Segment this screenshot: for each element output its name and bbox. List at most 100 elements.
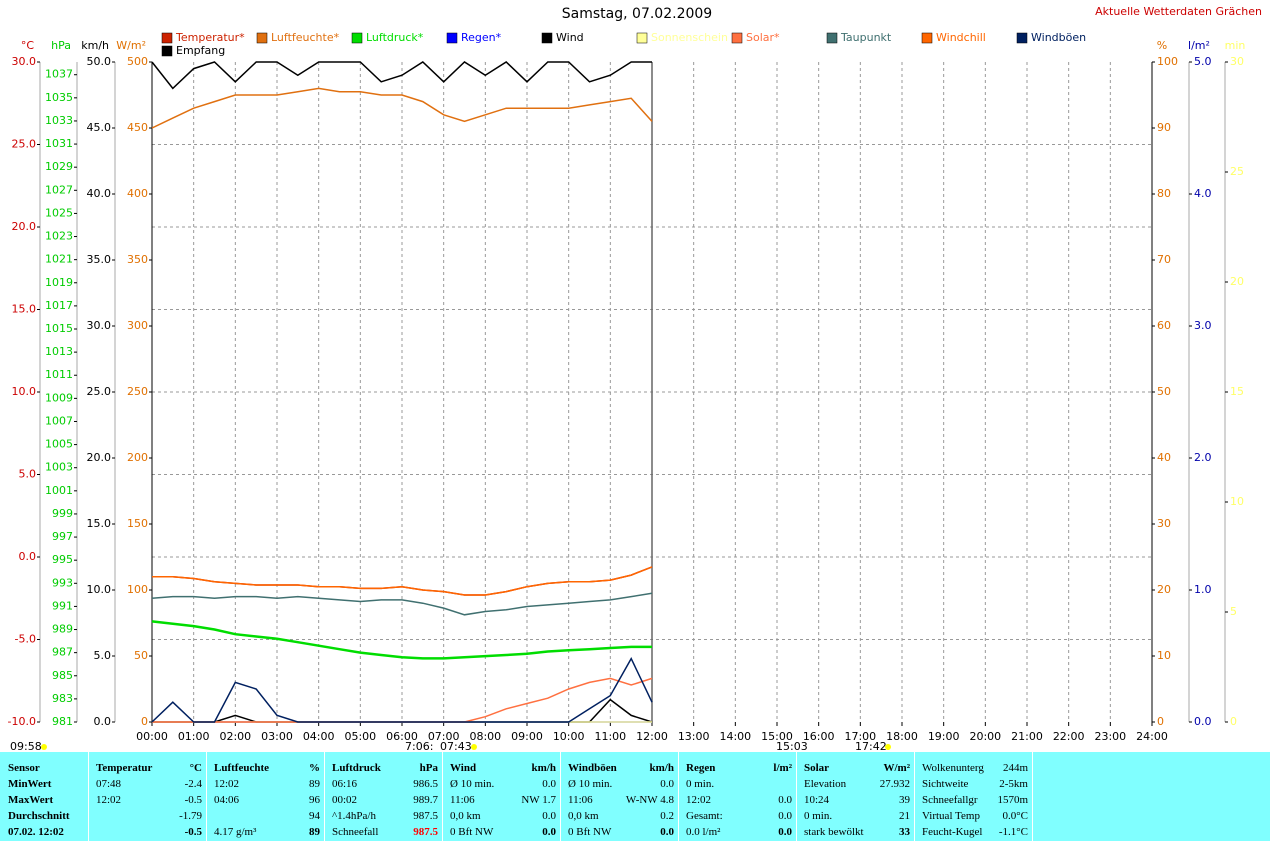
cell-value: 989.7 — [413, 794, 438, 806]
x-tick-label: 08:00 — [469, 730, 501, 743]
y-tick-label: 995 — [52, 553, 73, 566]
y-tick-label: 40 — [1157, 451, 1171, 464]
y-tick-label: 250 — [127, 385, 148, 398]
y-tick-label: 45.0 — [87, 121, 112, 134]
x-tick-label: 07:00 — [428, 730, 460, 743]
cell-label: 11:06 — [568, 794, 593, 806]
x-tick-label: 04:00 — [303, 730, 335, 743]
cell-label: Temperatur — [96, 762, 153, 774]
cell-label: Durchschnitt — [8, 810, 70, 822]
table-group: Luftfeuchte% 12:02 89 04:06 96 94 4.17 g/m³ 89 — [210, 752, 325, 841]
cell-label: 0 min. — [686, 778, 715, 790]
y-tick-label: 50 — [134, 649, 148, 662]
y-tick-label: 35.0 — [87, 253, 112, 266]
cell-label: Elevation — [804, 778, 847, 790]
y-tick-label: 200 — [127, 451, 148, 464]
series-line — [151, 656, 653, 723]
table-cell: 4.17 g/m³ 89 — [214, 824, 320, 840]
legend-label: Luftdruck* — [366, 31, 424, 44]
annotation: 15:03 — [776, 740, 808, 752]
y-tick-label: 450 — [127, 121, 148, 134]
cell-value: 0.2 — [660, 810, 674, 822]
y-tick-label: -5.0 — [15, 633, 36, 646]
y-tick-label: 993 — [52, 576, 73, 589]
cell-value: 0.0 — [778, 794, 792, 806]
y-tick-label: 10.0 — [12, 385, 37, 398]
cell-label: 06:16 — [332, 778, 358, 790]
y-tick-label: 20 — [1157, 583, 1171, 596]
y-tick-label: 1031 — [45, 137, 73, 150]
cell-label: 4.17 g/m³ — [214, 826, 257, 838]
y-tick-label: 10.0 — [87, 583, 112, 596]
cell-label: Sichtweite — [922, 778, 969, 790]
legend-label: Taupunkt — [840, 31, 892, 44]
y-tick-label: 983 — [52, 692, 73, 705]
y-tick-label: 20.0 — [87, 451, 112, 464]
cell-value: 0.0 — [542, 810, 556, 822]
chart-subtitle: Aktuelle Wetterdaten Grächen — [1095, 5, 1262, 18]
cell-label: MinWert — [8, 778, 52, 790]
table-cell: 0 Bft NW 0.0 — [568, 824, 674, 840]
legend-swatch — [636, 32, 648, 44]
cell-label: 07:48 — [96, 778, 122, 790]
y-tick-label: 25.0 — [12, 138, 37, 151]
y-tick-label: 50.0 — [87, 55, 112, 68]
y-tick-label: 300 — [127, 319, 148, 332]
y-tick-label: 5.0 — [19, 468, 37, 481]
y-tick-label: 50 — [1157, 385, 1171, 398]
legend-swatch — [161, 32, 173, 44]
series-line — [152, 566, 653, 596]
cell-value: 2-5km — [999, 778, 1028, 790]
y-tick-label: 0.0 — [94, 715, 112, 728]
y-tick-label: 1015 — [45, 322, 73, 335]
y-tick-label: 1009 — [45, 391, 73, 404]
series-line — [151, 61, 652, 90]
cell-value: 33 — [899, 826, 910, 838]
y-tick-label: 4.0 — [1194, 187, 1212, 200]
legend-swatch — [351, 32, 363, 44]
annotation: 09:58 — [10, 740, 42, 752]
x-tick-label: 20:00 — [969, 730, 1001, 743]
legend-label: Empfang — [176, 44, 225, 57]
legend-label: Windchill — [936, 31, 986, 44]
table-cell: Durchschnitt — [8, 808, 84, 824]
legend-swatch — [921, 32, 933, 44]
table-group: Solar W/m² Elevation 27.932 10:24 39 0 min. 21 s… — [800, 752, 915, 841]
table-cell: Windböen km/h — [568, 760, 674, 776]
table-cell: 0 min. 21 — [804, 808, 910, 824]
x-tick-label: 00:00 — [136, 730, 168, 743]
y-tick-label: 70 — [1157, 253, 1171, 266]
legend-label: Luftfeuchte* — [271, 31, 340, 44]
table-cell: Schneefallgr 1570m — [922, 792, 1028, 808]
table-cell: -0.5 — [96, 824, 202, 840]
cell-value: km/h — [649, 762, 674, 774]
table-cell: Regen l/m² — [686, 760, 792, 776]
x-tick-label: 15:00 — [761, 730, 793, 743]
y-tick-label: 15.0 — [87, 517, 112, 530]
axis-label: min — [1225, 39, 1246, 52]
summary-table: Sensor MinWert MaxWert Durchschnitt 07.02. 1… — [0, 752, 1270, 841]
cell-value: -2.4 — [184, 778, 202, 790]
table-cell: 11:06 W-NW 4.8 — [568, 792, 674, 808]
cell-label: Schneefallgr — [922, 794, 978, 806]
y-tick-label: 25.0 — [87, 385, 112, 398]
y-tick-label: 15 — [1230, 385, 1244, 398]
cell-value: km/h — [531, 762, 556, 774]
y-tick-label: 30.0 — [87, 319, 112, 332]
cell-label: 10:24 — [804, 794, 830, 806]
y-tick-label: 997 — [52, 530, 73, 543]
table-group: Temperatur °C 07:48 -2.4 12:02 -0.5 -1.79 -0.5 — [92, 752, 207, 841]
x-tick-label: 21:00 — [1011, 730, 1043, 743]
table-cell: 00:02 989.7 — [332, 792, 438, 808]
cell-label: 11:06 — [450, 794, 475, 806]
cell-value: 21 — [899, 810, 910, 822]
y-tick-label: 25 — [1230, 165, 1244, 178]
annotation: 7:06: — [405, 740, 433, 752]
cell-value: 987.5 — [413, 810, 438, 822]
table-cell: Elevation 27.932 — [804, 776, 910, 792]
table-cell: Temperatur °C — [96, 760, 202, 776]
cell-value: 0.0 — [542, 826, 556, 838]
x-tick-label: 14:00 — [719, 730, 751, 743]
table-cell: ^1.4hPa/h 987.5 — [332, 808, 438, 824]
